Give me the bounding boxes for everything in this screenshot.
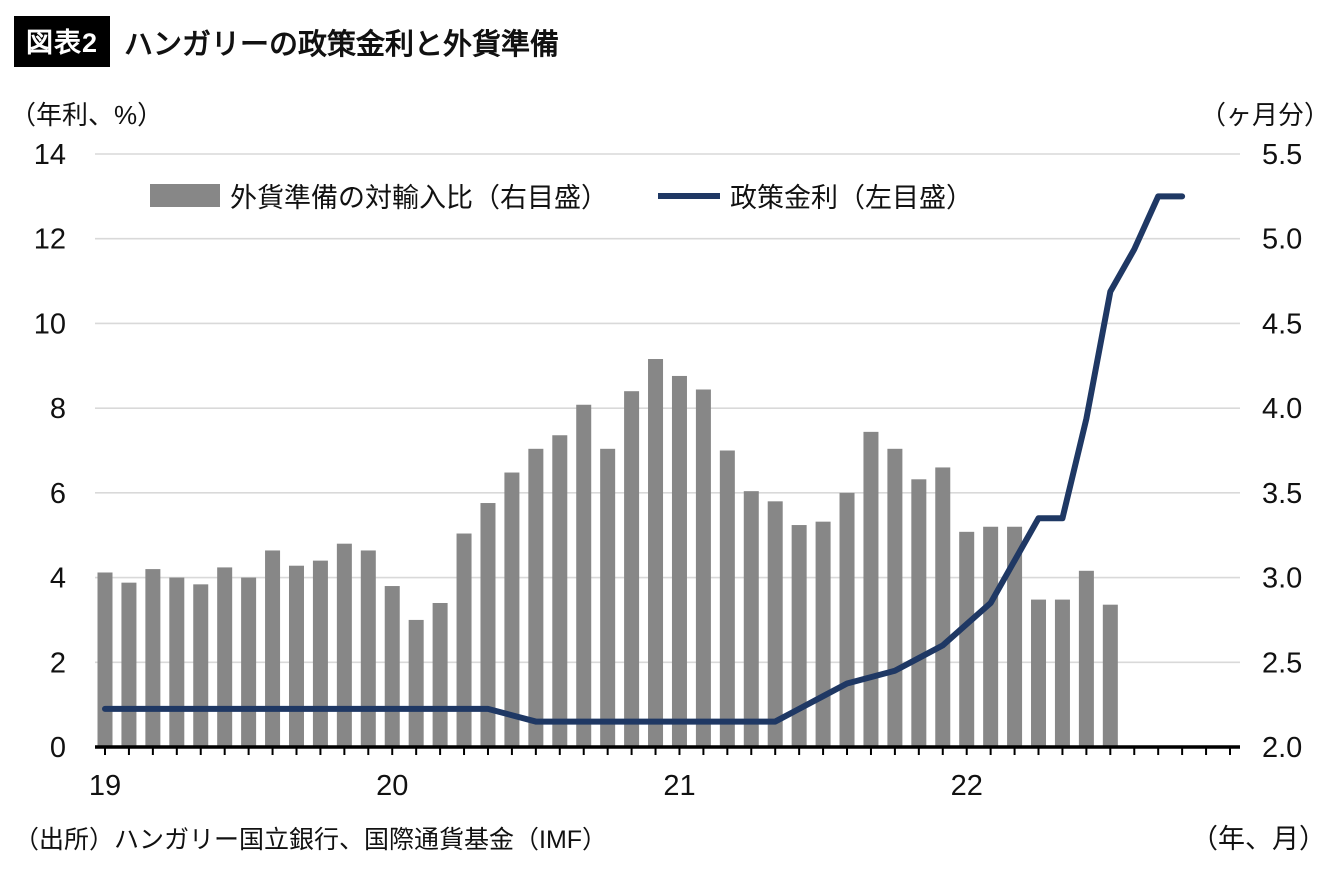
bar (935, 467, 951, 747)
right-tick-label: 4.0 (1262, 393, 1302, 425)
bar (145, 569, 161, 747)
bar (839, 492, 855, 747)
policy-rate-line (102, 193, 1186, 725)
line-series-swatch (658, 192, 720, 199)
chart-area: 0 2 4 6 8 10 12 14 2.0 2.5 3.0 3.5 4.0 4.5 5.0 5.5 19 20 2… (0, 132, 1340, 815)
chart-title: ハンガリーの政策金利と外貨準備 (124, 28, 560, 61)
left-axis-unit: （年利、%） (10, 100, 164, 130)
x-axis-unit: （年、月） (1191, 824, 1326, 854)
bar (743, 491, 759, 747)
bar (265, 550, 281, 747)
bar (600, 448, 616, 747)
left-tick-label: 8 (50, 393, 66, 425)
chart-header: 図表2 ハンガリーの政策金利と外貨準備 (14, 16, 1340, 67)
bar (695, 389, 711, 747)
right-tick-label: 3.5 (1262, 478, 1302, 510)
left-tick-label: 6 (50, 478, 66, 510)
bar (360, 550, 376, 747)
bar (504, 472, 520, 747)
bar (480, 503, 496, 747)
bar (1054, 599, 1070, 747)
bar (791, 525, 807, 747)
bar (887, 448, 903, 747)
bar (815, 521, 831, 747)
legend-item-line: 政策金利（左目盛） (658, 176, 973, 215)
year-label: 22 (951, 770, 983, 802)
bar (241, 577, 257, 747)
source-note: （出所）ハンガリー国立銀行、国際通貨基金（IMF） (14, 826, 608, 854)
right-tick-label: 5.5 (1262, 139, 1302, 171)
bar (312, 560, 328, 747)
bar (384, 586, 400, 747)
legend-item-bar: 外貨準備の対輸入比（右目盛） (150, 176, 608, 215)
right-tick-label: 2.0 (1262, 732, 1302, 764)
bar (121, 582, 137, 747)
bar (528, 448, 544, 747)
bar (456, 533, 472, 747)
bar (193, 584, 209, 747)
right-tick-label: 3.0 (1262, 563, 1302, 595)
figure-number-badge: 図表2 (14, 16, 111, 67)
bar (648, 359, 664, 747)
bar (911, 479, 927, 747)
bar (336, 543, 352, 747)
right-tick-label: 5.0 (1262, 224, 1302, 256)
left-tick-label: 4 (50, 563, 66, 595)
left-tick-label: 2 (50, 647, 66, 679)
right-tick-label: 2.5 (1262, 647, 1302, 679)
chart-footer: （出所）ハンガリー国立銀行、国際通貨基金（IMF） （年、月） (14, 817, 1326, 856)
bar (767, 501, 783, 747)
bar (624, 391, 640, 747)
bar (408, 619, 424, 747)
bar (671, 375, 687, 747)
bar (1031, 599, 1047, 747)
bar (552, 435, 568, 747)
year-label: 21 (663, 770, 695, 802)
left-tick-label: 10 (34, 308, 66, 340)
bar (959, 531, 975, 747)
bar (97, 572, 113, 747)
bar (863, 431, 879, 747)
chart-svg: 0 2 4 6 8 10 12 14 2.0 2.5 3.0 3.5 4.0 4.5 5.0 5.5 19 20 2… (34, 139, 1303, 802)
bar (1007, 526, 1023, 747)
left-tick-label: 0 (50, 732, 66, 764)
legend-line-label: 政策金利（左目盛） (730, 183, 973, 213)
left-tick-label: 14 (34, 139, 66, 171)
right-tick-label: 4.5 (1262, 308, 1302, 340)
left-tick-label: 12 (34, 224, 66, 256)
year-label: 19 (89, 770, 121, 802)
right-axis-unit: （ヶ月分） (1199, 100, 1330, 130)
legend: 外貨準備の対輸入比（右目盛） 政策金利（左目盛） (150, 176, 973, 215)
bar (1102, 604, 1118, 747)
bar (169, 577, 185, 747)
bar (432, 602, 448, 747)
axis-units-row: （年利、%） （ヶ月分） (10, 95, 1330, 132)
bar (576, 404, 592, 747)
legend-bar-label: 外貨準備の対輸入比（右目盛） (230, 183, 608, 213)
bar (983, 526, 999, 747)
bar (1078, 570, 1094, 747)
bar (719, 450, 735, 747)
bar-series-swatch (150, 184, 220, 207)
bar (288, 565, 304, 747)
year-label: 20 (376, 770, 408, 802)
bar (217, 567, 233, 747)
